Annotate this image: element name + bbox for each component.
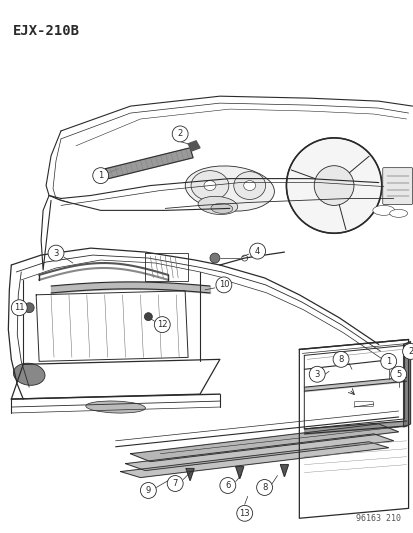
Polygon shape — [186, 469, 194, 481]
Text: 1: 1 — [385, 357, 390, 366]
Text: 2: 2 — [177, 130, 183, 139]
FancyBboxPatch shape — [354, 401, 373, 407]
Ellipse shape — [197, 196, 237, 214]
Text: 12: 12 — [157, 320, 167, 329]
Ellipse shape — [85, 401, 145, 413]
Polygon shape — [280, 465, 288, 477]
Circle shape — [309, 366, 324, 382]
Circle shape — [402, 343, 413, 359]
FancyBboxPatch shape — [382, 168, 412, 205]
Text: 5: 5 — [395, 370, 400, 379]
Ellipse shape — [389, 209, 407, 217]
Text: 96163 210: 96163 210 — [355, 514, 400, 523]
Circle shape — [154, 317, 170, 333]
Circle shape — [140, 482, 156, 498]
Text: 8: 8 — [261, 483, 267, 492]
Text: 1: 1 — [98, 171, 103, 180]
Text: 2: 2 — [407, 347, 412, 356]
Text: 7: 7 — [172, 479, 178, 488]
Polygon shape — [188, 141, 199, 151]
Polygon shape — [403, 342, 410, 427]
Circle shape — [24, 303, 34, 313]
Text: 9: 9 — [145, 486, 151, 495]
Circle shape — [241, 255, 247, 261]
Text: 13: 13 — [239, 509, 249, 518]
Ellipse shape — [204, 181, 216, 190]
Text: 6: 6 — [225, 481, 230, 490]
Polygon shape — [120, 442, 388, 478]
Ellipse shape — [13, 363, 45, 385]
Circle shape — [256, 480, 272, 496]
Text: 3: 3 — [53, 248, 59, 257]
Circle shape — [167, 475, 183, 491]
Circle shape — [219, 478, 235, 494]
Text: 8: 8 — [337, 355, 343, 364]
Circle shape — [48, 245, 64, 261]
Ellipse shape — [211, 204, 232, 213]
Circle shape — [236, 505, 252, 521]
Text: 10: 10 — [218, 280, 228, 289]
Polygon shape — [125, 434, 393, 471]
Circle shape — [313, 166, 353, 205]
Ellipse shape — [233, 172, 265, 199]
Polygon shape — [105, 148, 192, 179]
Text: 4: 4 — [254, 247, 260, 256]
Ellipse shape — [185, 166, 274, 211]
Circle shape — [216, 277, 231, 293]
Ellipse shape — [191, 171, 228, 200]
Text: 11: 11 — [14, 303, 24, 312]
Circle shape — [390, 366, 406, 382]
Text: 3: 3 — [314, 370, 319, 379]
Ellipse shape — [372, 205, 394, 215]
Ellipse shape — [243, 181, 255, 190]
Circle shape — [93, 168, 108, 183]
Polygon shape — [130, 424, 398, 462]
Circle shape — [380, 353, 396, 369]
Circle shape — [11, 300, 27, 316]
Text: EJX-210B: EJX-210B — [13, 23, 80, 38]
Circle shape — [249, 243, 265, 259]
Circle shape — [144, 313, 152, 321]
Polygon shape — [235, 466, 243, 479]
Circle shape — [172, 126, 188, 142]
Circle shape — [332, 351, 348, 367]
Circle shape — [286, 138, 381, 233]
Circle shape — [209, 253, 219, 263]
